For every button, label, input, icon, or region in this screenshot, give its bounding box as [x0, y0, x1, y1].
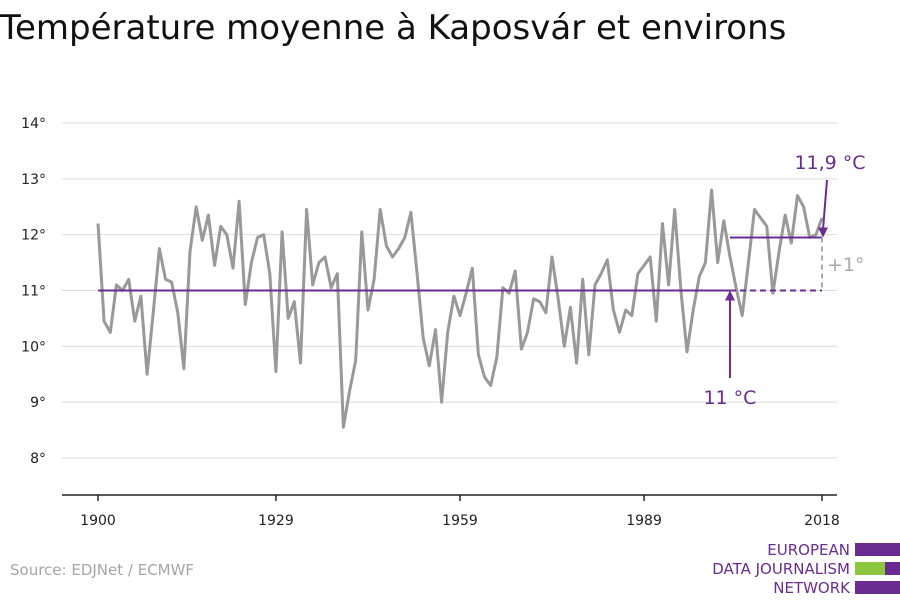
y-tick-label-12: 12°	[21, 228, 46, 244]
y-tick-label-9: 9°	[30, 395, 46, 411]
logo-bar-green	[855, 562, 885, 575]
x-axis: 1900 1929 1959 1989 2018	[62, 494, 840, 529]
source-credit: Source: EDJNet / ECMWF	[10, 561, 195, 579]
x-tick-label-2018: 2018	[804, 513, 840, 529]
y-tick-label-14: 14°	[21, 116, 46, 132]
annotation-label-11-9: 11,9 °C	[794, 152, 865, 174]
x-tick-label-1989: 1989	[626, 513, 662, 529]
logo-line-3: NETWORK	[773, 579, 850, 597]
x-tick-label-1900: 1900	[80, 513, 116, 529]
y-tick-label-10: 10°	[21, 339, 46, 355]
annotation-arrowhead-11-9	[818, 227, 828, 238]
annotation-arrowhead-11	[724, 290, 735, 301]
y-tick-label-13: 13°	[21, 172, 46, 188]
reference-layer	[98, 236, 823, 292]
x-tick-label-1959: 1959	[442, 513, 478, 529]
annotation-arrow-shaft-11-9	[822, 179, 828, 230]
edjnet-logo[interactable]: EUROPEAN DATA JOURNALISM NETWORK	[700, 540, 900, 600]
logo-bar-top	[855, 543, 900, 556]
annotation-label-11: 11 °C	[703, 387, 756, 409]
y-tick-label-11: 11°	[21, 284, 46, 300]
y-tick-label-8: 8°	[30, 451, 46, 467]
annotations: 11,9 °C 11 °C +1°	[703, 152, 865, 409]
logo-line-2: DATA JOURNALISM	[712, 560, 850, 578]
chart-title: Température moyenne à Kaposvár et enviro…	[0, 8, 787, 48]
x-tick-label-1929: 1929	[258, 513, 294, 529]
delta-label: +1°	[827, 254, 865, 276]
logo-bar-bottom	[855, 581, 900, 594]
y-axis-ticks: 8° 9° 10° 11° 12° 13° 14°	[21, 116, 46, 467]
temperature-line	[96, 188, 824, 429]
logo-line-1: EUROPEAN	[767, 541, 850, 559]
series-layer	[96, 188, 824, 429]
